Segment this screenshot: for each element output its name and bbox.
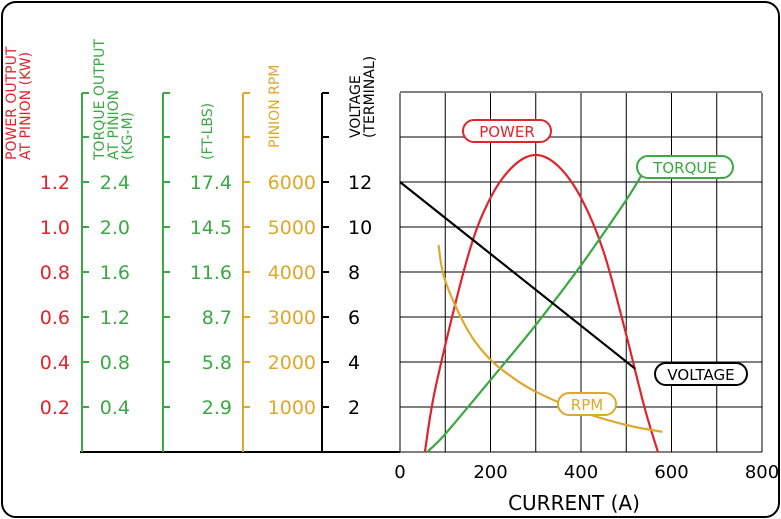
x-tick-label: 800 bbox=[745, 462, 779, 483]
torque-callout-label: TORQUE bbox=[652, 159, 717, 177]
voltage-tick-label: 8 bbox=[348, 262, 360, 284]
voltage-callout-label: VOLTAGE bbox=[667, 366, 734, 384]
rpm-tick-label: 1000 bbox=[268, 397, 316, 419]
power-tick-label: 0.6 bbox=[40, 307, 70, 329]
torque-axis-title: TORQUE OUTPUT bbox=[92, 39, 108, 161]
power-axis-title: AT PINION (KW) bbox=[18, 52, 34, 160]
ftlbs-tick-label: 8.7 bbox=[202, 307, 232, 329]
ftlbs-tick-label: 11.6 bbox=[190, 262, 232, 284]
power-axis-title: POWER OUTPUT bbox=[4, 46, 20, 160]
rpm-series-line bbox=[437, 244, 663, 433]
torque-tick-label: 2.4 bbox=[100, 172, 130, 194]
x-tick-label: 0 bbox=[394, 462, 405, 483]
power-callout: POWER bbox=[462, 119, 552, 143]
power-callout-box bbox=[462, 119, 552, 143]
voltage-callout: VOLTAGE bbox=[654, 362, 748, 386]
ftlbs-tick-label: 14.5 bbox=[190, 217, 232, 239]
rpm-axis-title: PINION RPM bbox=[267, 65, 283, 148]
grid-layer bbox=[80, 91, 763, 453]
rpm-tick-label: 5000 bbox=[268, 217, 316, 239]
x-axis-title: CURRENT (A) bbox=[508, 491, 640, 515]
ftlbs-tick-label: 17.4 bbox=[190, 172, 232, 194]
power-series-line bbox=[423, 153, 659, 453]
voltage-axis: 12 10 8 6 4 2 VOLTAGE(TERMINAL) bbox=[321, 56, 378, 452]
rpm-callout-box bbox=[557, 392, 617, 416]
torque-axis-title: (KG-M) bbox=[120, 112, 136, 160]
power-tick-label: 0.2 bbox=[40, 397, 70, 419]
power-tick-label: 0.4 bbox=[40, 352, 70, 374]
torque-series-line bbox=[426, 165, 648, 453]
voltage-series-line bbox=[399, 181, 636, 370]
ftlbs-axis-title: (FT-LBS) bbox=[200, 103, 216, 160]
voltage-tick-label: 6 bbox=[348, 307, 360, 329]
x-tick-label: 600 bbox=[654, 462, 688, 483]
voltage-axis-title: VOLTAGE bbox=[348, 75, 364, 138]
ftlbs-axis: 17.4 14.5 11.6 8.7 5.8 2.9 (FT-LBS) bbox=[162, 92, 232, 452]
torque-axis-title: AT PINION bbox=[106, 90, 122, 160]
label-layer: POWER TORQUE RPM VOLTAGE bbox=[462, 119, 748, 416]
rpm-tick-label: 3000 bbox=[268, 307, 316, 329]
power-tick-label: 1.0 bbox=[40, 217, 70, 239]
x-tick-label: 200 bbox=[473, 462, 507, 483]
torque-tick-label: 1.2 bbox=[100, 307, 130, 329]
rpm-callout-label: RPM bbox=[571, 396, 603, 414]
voltage-callout-box bbox=[654, 362, 748, 386]
x-tick-label: 400 bbox=[564, 462, 598, 483]
rpm-callout: RPM bbox=[557, 392, 617, 416]
ftlbs-tick-label: 2.9 bbox=[202, 397, 232, 419]
ftlbs-tick-label: 5.8 bbox=[202, 352, 232, 374]
voltage-tick-label: 10 bbox=[348, 217, 372, 239]
torque-callout: TORQUE bbox=[636, 155, 734, 179]
power-tick-label: 1.2 bbox=[40, 172, 70, 194]
rpm-axis: 6000 5000 4000 3000 2000 1000 PINION RPM bbox=[242, 65, 316, 452]
series-layer bbox=[399, 153, 663, 453]
power-callout-label: POWER bbox=[479, 123, 535, 141]
voltage-tick-label: 12 bbox=[348, 172, 372, 194]
torque-tick-label: 1.6 bbox=[100, 262, 130, 284]
torque-tick-label: 0.4 bbox=[100, 397, 130, 419]
torque-callout-box bbox=[636, 155, 734, 179]
rpm-tick-label: 6000 bbox=[268, 172, 316, 194]
axes-layer: 0 200 400 600 800 1.2 1.0 0.8 0.6 0.4 0.2 POWER OUT… bbox=[4, 39, 779, 483]
voltage-tick-label: 2 bbox=[348, 397, 360, 419]
power-tick-label: 0.8 bbox=[40, 262, 70, 284]
rpm-tick-label: 2000 bbox=[268, 352, 316, 374]
voltage-axis-title: (TERMINAL) bbox=[362, 56, 378, 138]
torque-tick-label: 0.8 bbox=[100, 352, 130, 374]
rpm-tick-label: 4000 bbox=[268, 262, 316, 284]
torque-tick-label: 2.0 bbox=[100, 217, 130, 239]
voltage-tick-label: 4 bbox=[348, 352, 360, 374]
